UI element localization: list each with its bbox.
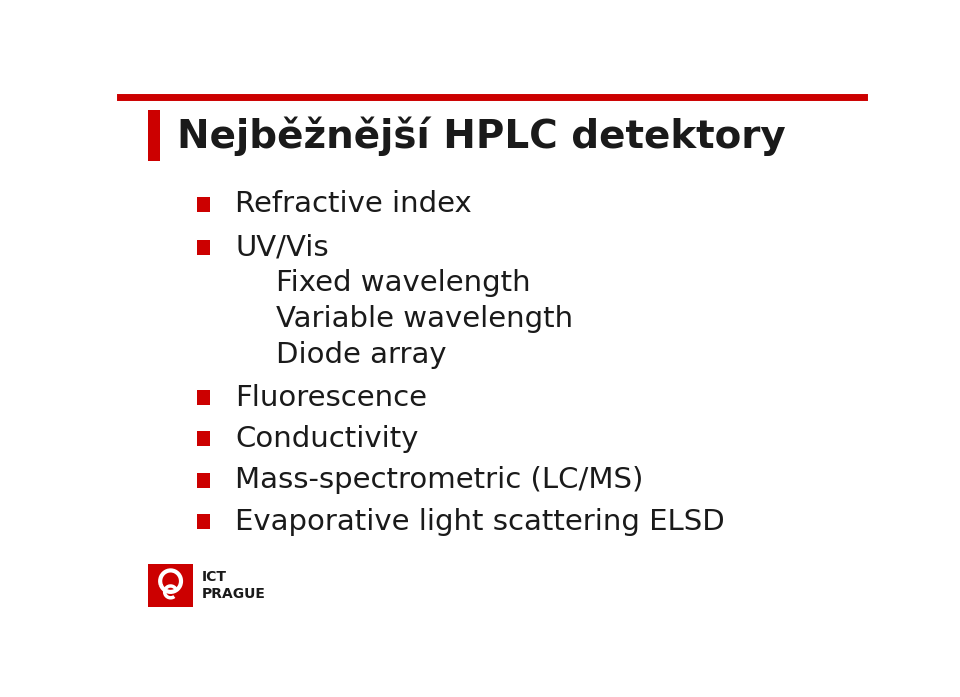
Text: Variable wavelength: Variable wavelength [276,305,573,333]
Text: Conductivity: Conductivity [235,425,419,453]
FancyBboxPatch shape [148,564,193,607]
Text: Mass-spectrometric (LC/MS): Mass-spectrometric (LC/MS) [235,466,644,494]
FancyBboxPatch shape [197,197,210,212]
FancyBboxPatch shape [197,390,210,405]
Text: Diode array: Diode array [276,342,446,369]
Text: Fixed wavelength: Fixed wavelength [276,269,531,298]
FancyBboxPatch shape [197,514,210,529]
Text: Evaporative light scattering ELSD: Evaporative light scattering ELSD [235,507,725,535]
FancyBboxPatch shape [197,240,210,255]
FancyBboxPatch shape [197,431,210,447]
Text: ICT: ICT [202,570,227,584]
Text: Refractive index: Refractive index [235,190,472,218]
Text: PRAGUE: PRAGUE [202,587,266,601]
Text: Fluorescence: Fluorescence [235,383,427,412]
Text: Nejběžnější HPLC detektory: Nejběžnější HPLC detektory [177,116,785,155]
FancyBboxPatch shape [148,110,160,162]
FancyBboxPatch shape [197,473,210,488]
Text: UV/Vis: UV/Vis [235,233,329,261]
